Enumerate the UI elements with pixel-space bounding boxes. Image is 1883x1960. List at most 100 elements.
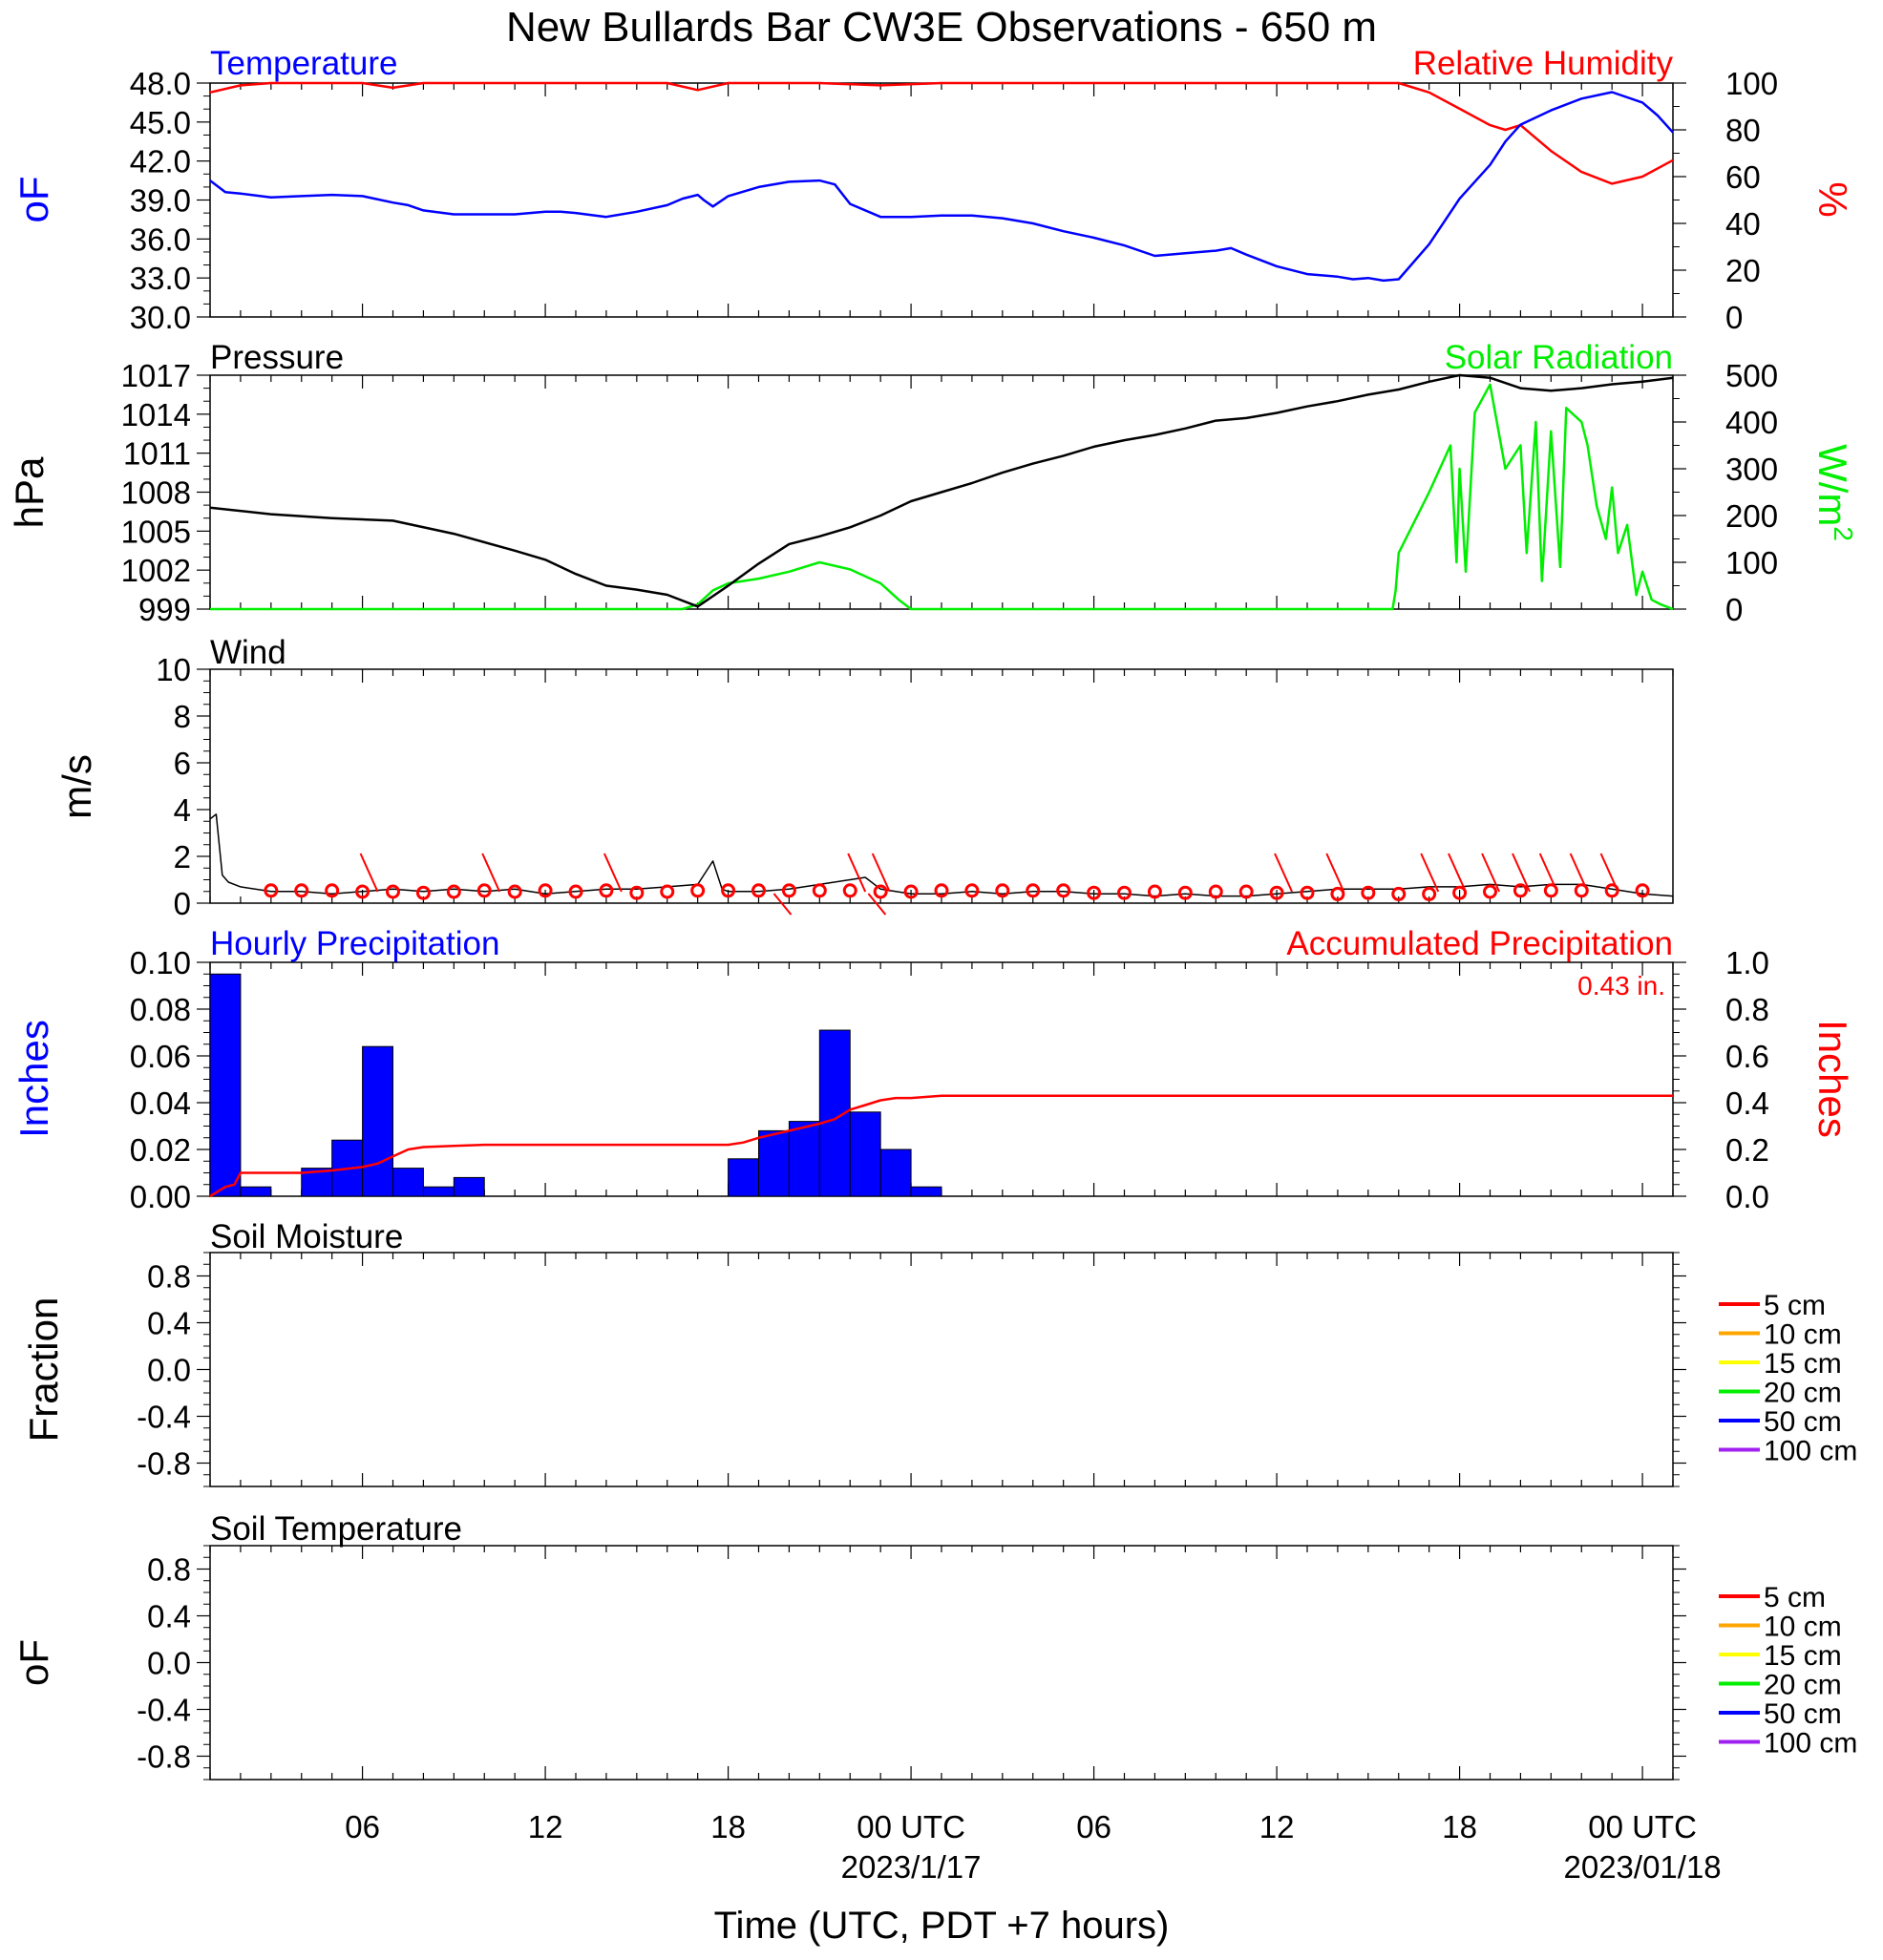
legend-label: 100 cm	[1764, 1728, 1857, 1760]
left-y-tick-label: -0.4	[137, 1400, 191, 1435]
left-y-tick-label: 0.02	[130, 1132, 191, 1168]
calm-wind-marker	[446, 884, 461, 899]
accum-precip-line	[209, 1094, 1673, 1198]
calm-wind-marker	[1513, 883, 1528, 898]
left-y-tick-label: 1008	[121, 475, 191, 511]
wind-unit: m/s	[54, 754, 99, 819]
calm-wind-marker	[660, 884, 675, 899]
calm-wind-marker	[386, 884, 400, 899]
right-y-tick-label: 500	[1725, 358, 1778, 393]
x-tick-label: 18	[1442, 1809, 1477, 1844]
calm-wind-marker	[538, 883, 553, 898]
wind-barb	[1538, 853, 1558, 893]
calm-wind-marker	[1452, 885, 1468, 900]
temperature-title: Temperature	[210, 45, 397, 82]
panels: 48.045.042.039.036.033.030.0100806040200…	[7, 45, 1858, 1885]
right-y-tick-label: 100	[1725, 545, 1778, 580]
wind-title: Wind	[210, 634, 286, 671]
calm-wind-marker	[781, 883, 796, 898]
calm-wind-marker	[873, 884, 888, 899]
left-y-tick-label: 48.0	[130, 66, 191, 101]
right-y-tick-label: 0	[1725, 300, 1743, 335]
wind-barb	[847, 853, 867, 893]
panel-frame	[209, 1252, 1674, 1487]
calm-wind-marker	[1269, 885, 1284, 900]
legend-label: 5 cm	[1764, 1290, 1826, 1321]
x-tick-label: 18	[710, 1809, 746, 1844]
wind-barb	[603, 853, 623, 893]
left-y-tick-label: 42.0	[130, 144, 191, 179]
left-y-tick-label: -0.8	[137, 1446, 191, 1482]
right-y-tick-label: 400	[1725, 405, 1778, 440]
calm-wind-marker	[415, 885, 431, 900]
calm-wind-marker	[1056, 883, 1071, 898]
legend-label: 100 cm	[1764, 1436, 1857, 1467]
left-y-tick-label: 0.10	[130, 945, 191, 980]
left-y-tick-label: 0.00	[130, 1179, 191, 1214]
precip-right-unit: Inches	[1810, 1020, 1855, 1138]
calm-wind-marker	[995, 883, 1010, 898]
calm-wind-marker	[690, 883, 706, 898]
calm-wind-marker	[1422, 886, 1437, 901]
right-y-tick-label: 1.0	[1725, 945, 1769, 980]
panel-frame	[209, 668, 1674, 904]
legend-label: 50 cm	[1764, 1406, 1842, 1438]
calm-wind-marker	[964, 883, 980, 898]
left-y-tick-label: 1002	[121, 553, 191, 588]
left-y-tick-label: 6	[174, 746, 191, 781]
calm-wind-marker	[1635, 883, 1650, 898]
soil_temperature-title: Soil Temperature	[210, 1510, 462, 1548]
calm-wind-marker	[355, 884, 370, 899]
left-y-tick-label: 33.0	[130, 261, 191, 296]
precip-bar	[453, 1176, 485, 1197]
right-y-tick-label: 80	[1725, 113, 1761, 148]
calm-wind-marker	[903, 884, 919, 899]
x-tick-label: 12	[1259, 1809, 1295, 1844]
left-y-tick-label: 0.8	[147, 1552, 191, 1588]
wind-barb	[1599, 853, 1619, 893]
calm-wind-marker	[1391, 886, 1407, 901]
calm-wind-marker	[1117, 885, 1132, 900]
right-y-tick-label: 0.8	[1725, 992, 1769, 1027]
legend-label: 20 cm	[1764, 1378, 1842, 1409]
precip-bar	[209, 973, 242, 1197]
accum-precip-total: 0.43 in.	[1577, 971, 1665, 1001]
x-tick-date: 2023/1/17	[841, 1849, 982, 1885]
temperature-unit: oF	[11, 176, 56, 222]
calm-wind-marker	[1238, 884, 1254, 899]
legend-label: 5 cm	[1764, 1582, 1826, 1613]
left-y-tick-label: 45.0	[130, 105, 191, 140]
left-y-tick-label: 1005	[121, 514, 191, 549]
left-y-tick-label: 0.0	[147, 1646, 191, 1681]
x-tick-label: 00 UTC	[1588, 1809, 1697, 1844]
wind-barb	[1274, 853, 1293, 893]
wind-barb	[871, 853, 891, 893]
x-tick-label: 12	[528, 1809, 563, 1844]
pressure-unit: hPa	[7, 456, 52, 528]
left-y-tick-label: 10	[156, 652, 191, 687]
temperature-line	[209, 91, 1674, 283]
left-y-tick-label: 1011	[123, 436, 191, 472]
legend-label: 10 cm	[1764, 1319, 1842, 1351]
left-y-tick-label: 0.4	[147, 1599, 191, 1634]
calm-wind-marker	[812, 883, 827, 898]
hourly-precip-title: Hourly Precipitation	[210, 925, 499, 962]
calm-wind-marker	[1087, 885, 1102, 900]
precip-bar	[758, 1129, 790, 1197]
left-y-tick-label: 1017	[121, 358, 191, 393]
precip-bar	[849, 1111, 881, 1197]
pressure-line	[209, 373, 1674, 608]
soil_moisture-unit: Fraction	[21, 1297, 66, 1443]
right-y-tick-label: 0.4	[1725, 1085, 1769, 1121]
wind-barb	[481, 853, 501, 893]
left-y-tick-label: -0.4	[137, 1693, 191, 1728]
precip-bar	[362, 1045, 394, 1197]
calm-wind-marker	[1147, 884, 1162, 899]
x-tick-label: 06	[345, 1809, 380, 1844]
precip-bar	[879, 1149, 912, 1197]
right-y-tick-label: 0.0	[1725, 1179, 1769, 1214]
left-y-tick-label: 999	[138, 592, 191, 627]
right-y-tick-label: 0	[1725, 592, 1743, 627]
panel-frame	[209, 961, 1674, 1197]
